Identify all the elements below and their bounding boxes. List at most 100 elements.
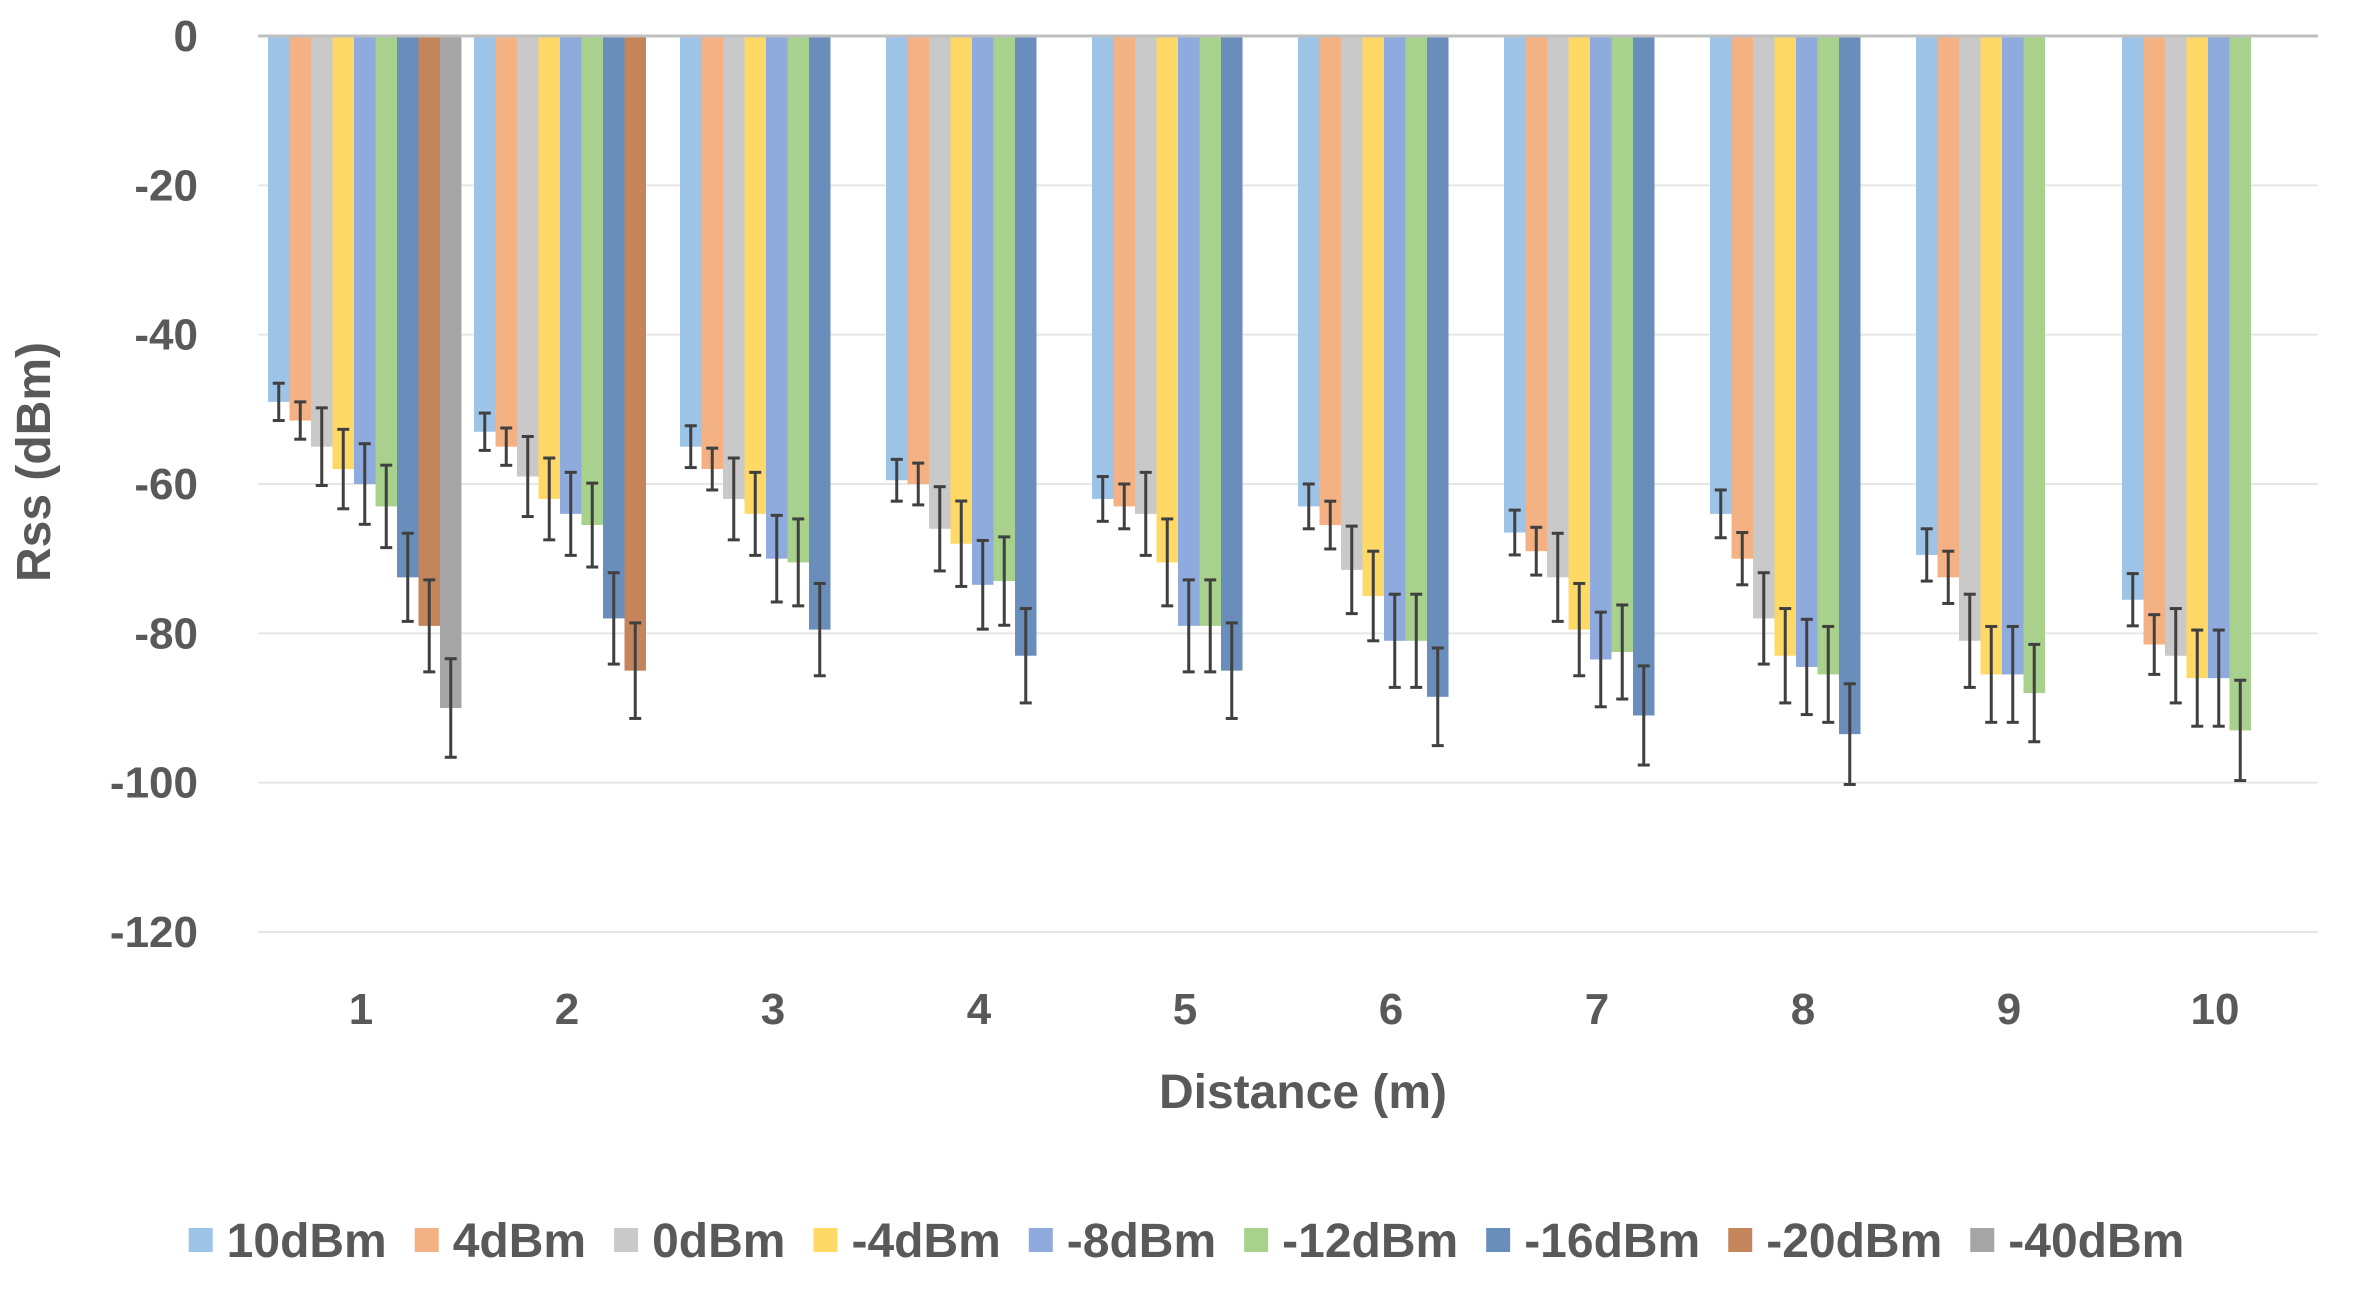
- y-tick-labels: 0 -20 -40 -60 -80 -100 -120: [110, 12, 198, 957]
- legend-swatch: [414, 1228, 439, 1252]
- bar: [1916, 36, 1938, 555]
- bar: [1221, 36, 1243, 671]
- bar: [1504, 36, 1526, 533]
- bar: [440, 36, 462, 708]
- y-tick-label: 0: [174, 12, 198, 61]
- bar: [2002, 36, 2024, 675]
- bar: [624, 36, 646, 671]
- bar: [603, 36, 625, 619]
- legend-swatch: [614, 1228, 639, 1252]
- bar: [1568, 36, 1590, 630]
- x-tick-labels: 1 2 3 4 5 6 7 8 9 10: [349, 985, 2240, 1034]
- bar: [766, 36, 788, 559]
- bar: [1341, 36, 1363, 570]
- bar: [1774, 36, 1796, 656]
- bar: [1015, 36, 1037, 656]
- bar: [1362, 36, 1384, 596]
- bar: [418, 36, 440, 626]
- legend-label: -40dBm: [2008, 1215, 2184, 1268]
- bar: [1156, 36, 1178, 563]
- legend-label: -20dBm: [1766, 1215, 1942, 1268]
- bar: [2122, 36, 2144, 600]
- x-tick-label: 4: [967, 985, 992, 1034]
- bar: [495, 36, 517, 447]
- x-tick-label: 8: [1791, 985, 1815, 1034]
- bar: [744, 36, 766, 514]
- bar-series: [268, 36, 2251, 735]
- bar: [1839, 36, 1861, 735]
- y-tick-label: -100: [110, 759, 198, 808]
- y-axis-title: Rss (dBm): [8, 342, 61, 582]
- bar: [1135, 36, 1157, 514]
- bar: [929, 36, 951, 529]
- y-tick-label: -40: [134, 311, 198, 360]
- legend-label: -8dBm: [1067, 1215, 1216, 1268]
- bar: [1753, 36, 1775, 619]
- bar: [1959, 36, 1981, 641]
- bar: [1199, 36, 1221, 626]
- bar: [1633, 36, 1655, 716]
- bar: [1427, 36, 1449, 697]
- bar: [2186, 36, 2208, 679]
- bar: [1178, 36, 1200, 626]
- y-tick-label: -80: [134, 609, 198, 658]
- bar: [354, 36, 376, 484]
- legend-swatch: [1028, 1228, 1053, 1252]
- bar: [268, 36, 290, 402]
- bar: [907, 36, 929, 484]
- legend-swatch: [188, 1228, 213, 1252]
- bar: [993, 36, 1015, 582]
- bar: [2165, 36, 2187, 656]
- bar: [2229, 36, 2251, 731]
- legend-label: 10dBm: [227, 1215, 387, 1268]
- bar: [1384, 36, 1406, 641]
- bar: [1731, 36, 1753, 559]
- bar: [1405, 36, 1427, 641]
- bar: [1590, 36, 1612, 660]
- bar: [1937, 36, 1959, 578]
- error-bars: [272, 381, 2247, 786]
- bar: [1298, 36, 1320, 507]
- x-tick-label: 10: [2191, 985, 2240, 1034]
- bar: [723, 36, 745, 499]
- bar: [886, 36, 908, 481]
- legend-swatch: [1244, 1228, 1269, 1252]
- bar: [972, 36, 994, 585]
- bar: [809, 36, 831, 630]
- legend-label: -12dBm: [1282, 1215, 1458, 1268]
- bar: [2023, 36, 2045, 694]
- bar: [950, 36, 972, 544]
- x-tick-label: 9: [1997, 985, 2021, 1034]
- bar: [701, 36, 723, 470]
- x-tick-label: 1: [349, 985, 373, 1034]
- bar: [1611, 36, 1633, 652]
- bar: [332, 36, 354, 470]
- legend-label: 4dBm: [453, 1215, 586, 1268]
- bar: [680, 36, 702, 447]
- bar: [2208, 36, 2230, 679]
- bar: [1547, 36, 1569, 578]
- bar: [538, 36, 560, 499]
- legend-swatch: [1486, 1228, 1511, 1252]
- bar: [397, 36, 419, 578]
- bar: [560, 36, 582, 514]
- x-tick-label: 2: [555, 985, 579, 1034]
- bar: [1113, 36, 1135, 507]
- legend: 10dBm 4dBm 0dBm -4dBm -8dBm -12dBm -16dBm -20dB…: [188, 1215, 2184, 1268]
- bar: [1980, 36, 2002, 675]
- bar: [787, 36, 809, 563]
- x-tick-label: 3: [761, 985, 785, 1034]
- bar: [1796, 36, 1818, 667]
- y-tick-label: -60: [134, 460, 198, 509]
- legend-label: -4dBm: [851, 1215, 1000, 1268]
- bar: [2143, 36, 2165, 645]
- bar: [1710, 36, 1732, 514]
- bar: [375, 36, 397, 507]
- x-tick-label: 5: [1173, 985, 1197, 1034]
- bar: [311, 36, 333, 447]
- bar: [1092, 36, 1114, 499]
- bar: [1525, 36, 1547, 552]
- bar: [289, 36, 311, 421]
- bar: [1319, 36, 1341, 526]
- legend-label: 0dBm: [652, 1215, 785, 1268]
